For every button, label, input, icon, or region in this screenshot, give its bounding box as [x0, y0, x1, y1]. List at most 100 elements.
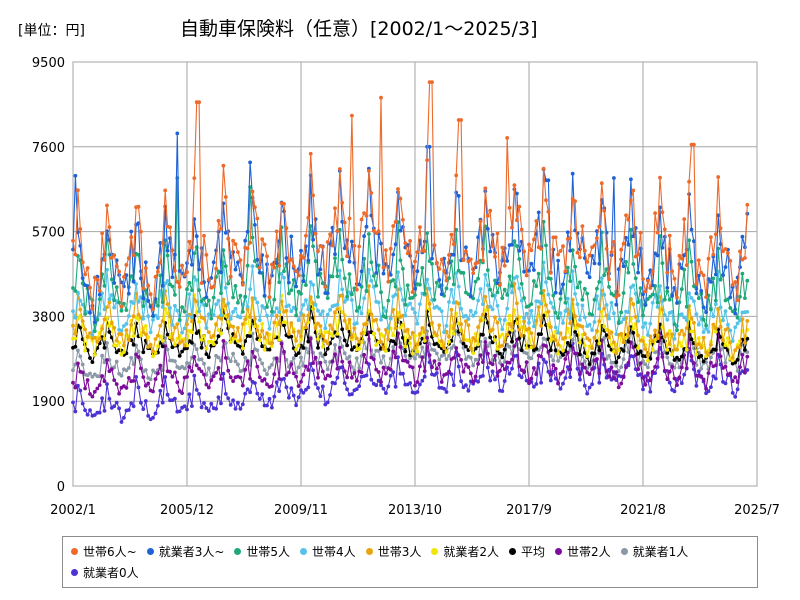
data-point: [602, 208, 607, 213]
data-point: [299, 379, 303, 384]
data-point: [71, 323, 75, 328]
data-point: [495, 374, 500, 378]
data-point: [456, 364, 461, 369]
data-point: [578, 255, 582, 260]
data-point: [507, 313, 512, 318]
data-point: [604, 369, 609, 374]
data-point: [231, 332, 236, 336]
data-point: [267, 347, 272, 352]
data-point: [682, 372, 687, 377]
data-point: [233, 359, 238, 364]
data-point: [345, 326, 349, 331]
data-point: [728, 306, 733, 310]
data-point: [500, 363, 505, 368]
data-point: [76, 361, 80, 366]
data-point: [102, 360, 107, 365]
data-point: [291, 356, 296, 361]
data-point: [245, 359, 250, 364]
data-point: [413, 333, 417, 338]
data-point: [580, 224, 585, 229]
y-tick-label: 7600: [32, 141, 65, 156]
data-point: [100, 353, 104, 358]
data-point: [194, 278, 199, 282]
data-point: [250, 189, 255, 194]
data-point: [398, 345, 403, 349]
data-point: [347, 317, 352, 322]
data-point: [153, 297, 158, 301]
data-point: [318, 351, 323, 356]
data-point: [284, 226, 289, 231]
data-point: [667, 369, 672, 374]
data-point: [270, 405, 274, 410]
data-point: [206, 312, 211, 317]
data-point: [221, 371, 226, 376]
data-point: [718, 277, 723, 282]
data-point: [345, 343, 349, 348]
data-point: [495, 231, 500, 236]
data-point: [398, 287, 403, 292]
data-point: [558, 291, 563, 296]
data-point: [561, 353, 565, 357]
data-point: [621, 357, 626, 361]
data-point: [689, 316, 694, 321]
data-point: [420, 336, 425, 341]
data-point: [500, 327, 505, 332]
data-point: [706, 352, 711, 357]
data-point: [565, 326, 570, 331]
data-point: [447, 253, 451, 257]
data-point: [740, 352, 745, 357]
data-point: [743, 256, 747, 260]
data-point: [398, 228, 403, 233]
data-point: [592, 297, 597, 302]
data-point: [119, 328, 124, 333]
data-point: [553, 290, 558, 295]
data-point: [160, 338, 165, 343]
data-point: [238, 258, 243, 262]
data-point: [464, 313, 468, 318]
data-point: [442, 352, 446, 357]
data-point: [240, 346, 245, 351]
data-point: [359, 284, 364, 289]
data-point: [350, 292, 354, 297]
data-point: [386, 384, 391, 389]
data-point: [168, 369, 172, 374]
data-point: [481, 258, 485, 263]
data-point: [602, 292, 607, 297]
data-point: [532, 366, 536, 370]
data-point: [534, 346, 539, 351]
data-point: [272, 297, 277, 302]
data-point: [354, 356, 359, 360]
data-point: [570, 337, 575, 342]
data-point: [270, 262, 274, 267]
data-point: [422, 249, 427, 253]
data-point: [599, 276, 604, 281]
data-point: [143, 260, 148, 265]
data-point: [434, 351, 439, 356]
data-point: [464, 362, 468, 367]
data-point: [379, 360, 383, 365]
data-point: [221, 297, 226, 302]
data-point: [745, 202, 750, 207]
data-point: [180, 349, 185, 354]
x-tick-label: 2017/9: [506, 503, 552, 518]
data-point: [272, 320, 277, 325]
data-point: [434, 261, 439, 266]
data-point: [658, 284, 662, 288]
data-point: [219, 291, 223, 296]
data-point: [735, 321, 740, 326]
legend-marker-icon: [71, 569, 78, 576]
data-point: [146, 414, 151, 418]
data-point: [391, 252, 396, 257]
data-point: [122, 415, 126, 420]
data-point: [612, 311, 616, 316]
data-point: [233, 406, 238, 411]
data-point: [478, 318, 483, 323]
data-point: [284, 308, 289, 313]
data-point: [713, 232, 718, 237]
data-point: [325, 341, 330, 346]
data-point: [468, 308, 473, 313]
data-point: [287, 291, 291, 296]
data-point: [408, 239, 412, 243]
data-point: [459, 322, 463, 327]
data-point: [262, 336, 267, 340]
